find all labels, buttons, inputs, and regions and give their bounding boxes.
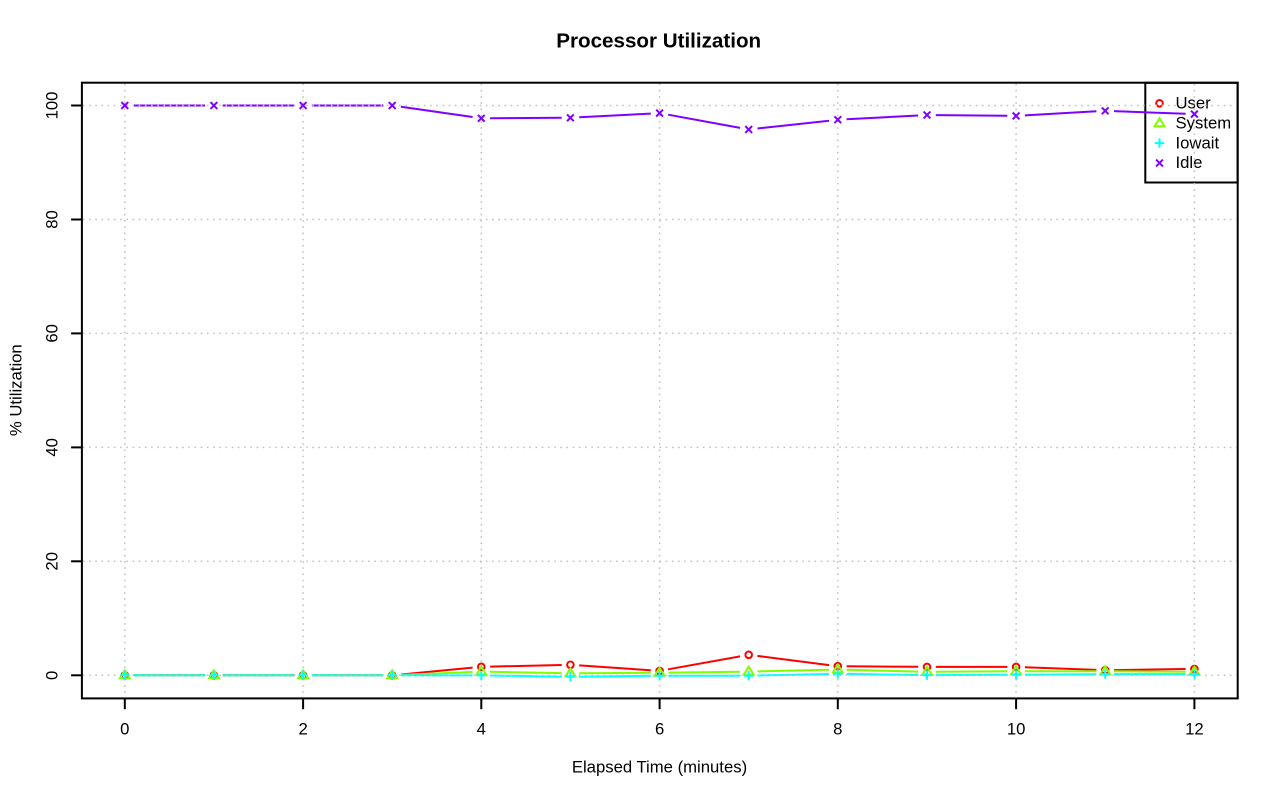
svg-text:Processor Utilization: Processor Utilization xyxy=(556,30,761,53)
svg-text:2: 2 xyxy=(298,719,307,738)
svg-text:System: System xyxy=(1176,113,1232,132)
svg-text:Elapsed Time (minutes): Elapsed Time (minutes) xyxy=(572,757,747,776)
svg-text:8: 8 xyxy=(833,719,842,738)
svg-text:0: 0 xyxy=(42,671,61,680)
svg-text:100: 100 xyxy=(42,92,61,120)
svg-text:0: 0 xyxy=(120,719,129,738)
svg-text:80: 80 xyxy=(42,210,61,229)
svg-text:20: 20 xyxy=(42,552,61,571)
svg-text:6: 6 xyxy=(655,719,664,738)
svg-text:Idle: Idle xyxy=(1176,153,1203,172)
svg-text:40: 40 xyxy=(42,438,61,457)
svg-text:4: 4 xyxy=(477,719,486,738)
svg-text:10: 10 xyxy=(1007,719,1026,738)
svg-text:User: User xyxy=(1176,94,1212,113)
svg-text:12: 12 xyxy=(1185,719,1204,738)
svg-text:60: 60 xyxy=(42,324,61,343)
svg-text:% Utilization: % Utilization xyxy=(7,344,26,436)
svg-text:Iowait: Iowait xyxy=(1176,133,1220,152)
